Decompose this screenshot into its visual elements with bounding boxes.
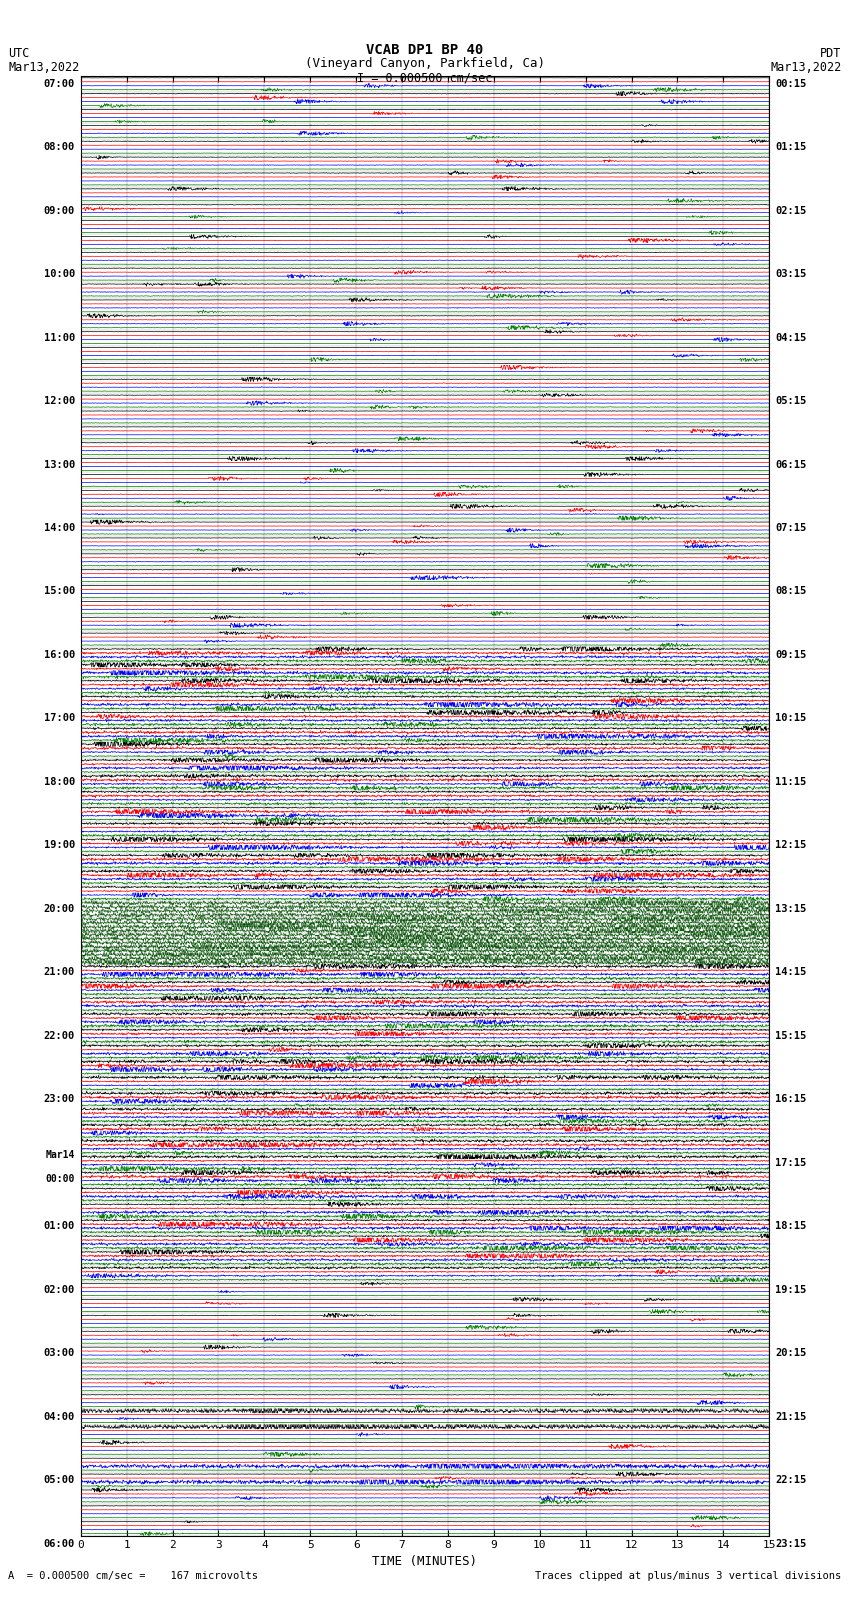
Text: Mar13,2022: Mar13,2022 [770, 61, 842, 74]
Text: 05:15: 05:15 [775, 397, 806, 406]
Text: 03:00: 03:00 [44, 1348, 75, 1358]
Text: VCAB DP1 BP 40: VCAB DP1 BP 40 [366, 44, 484, 56]
Text: 11:00: 11:00 [44, 332, 75, 342]
Text: 01:15: 01:15 [775, 142, 806, 152]
Text: 17:00: 17:00 [44, 713, 75, 723]
Text: 14:15: 14:15 [775, 968, 806, 977]
Text: 09:15: 09:15 [775, 650, 806, 660]
Text: 05:00: 05:00 [44, 1474, 75, 1486]
Text: 06:15: 06:15 [775, 460, 806, 469]
Text: 09:00: 09:00 [44, 206, 75, 216]
Text: 03:15: 03:15 [775, 269, 806, 279]
Text: 19:00: 19:00 [44, 840, 75, 850]
Text: 16:15: 16:15 [775, 1094, 806, 1105]
Text: 07:15: 07:15 [775, 523, 806, 532]
Text: UTC: UTC [8, 47, 30, 60]
Text: 15:00: 15:00 [44, 587, 75, 597]
Text: 02:00: 02:00 [44, 1284, 75, 1295]
Text: Mar14: Mar14 [46, 1150, 75, 1160]
Text: 11:15: 11:15 [775, 777, 806, 787]
Text: 22:00: 22:00 [44, 1031, 75, 1040]
Text: 08:15: 08:15 [775, 587, 806, 597]
Text: 10:00: 10:00 [44, 269, 75, 279]
Text: 21:15: 21:15 [775, 1411, 806, 1421]
Text: 08:00: 08:00 [44, 142, 75, 152]
Text: 16:00: 16:00 [44, 650, 75, 660]
Text: 13:00: 13:00 [44, 460, 75, 469]
X-axis label: TIME (MINUTES): TIME (MINUTES) [372, 1555, 478, 1568]
Text: 02:15: 02:15 [775, 206, 806, 216]
Text: 17:15: 17:15 [775, 1158, 806, 1168]
Text: 22:15: 22:15 [775, 1474, 806, 1486]
Text: 00:15: 00:15 [775, 79, 806, 89]
Text: 12:00: 12:00 [44, 397, 75, 406]
Text: PDT: PDT [820, 47, 842, 60]
Text: 18:00: 18:00 [44, 777, 75, 787]
Text: 23:15: 23:15 [775, 1539, 806, 1548]
Text: 01:00: 01:00 [44, 1221, 75, 1231]
Text: 19:15: 19:15 [775, 1284, 806, 1295]
Text: 10:15: 10:15 [775, 713, 806, 723]
Text: 21:00: 21:00 [44, 968, 75, 977]
Text: 15:15: 15:15 [775, 1031, 806, 1040]
Text: 06:00: 06:00 [44, 1539, 75, 1548]
Text: A  = 0.000500 cm/sec =    167 microvolts: A = 0.000500 cm/sec = 167 microvolts [8, 1571, 258, 1581]
Text: 04:00: 04:00 [44, 1411, 75, 1421]
Text: 07:00: 07:00 [44, 79, 75, 89]
Text: 20:00: 20:00 [44, 903, 75, 915]
Text: Traces clipped at plus/minus 3 vertical divisions: Traces clipped at plus/minus 3 vertical … [536, 1571, 842, 1581]
Text: (Vineyard Canyon, Parkfield, Ca): (Vineyard Canyon, Parkfield, Ca) [305, 58, 545, 71]
Text: 12:15: 12:15 [775, 840, 806, 850]
Text: 23:00: 23:00 [44, 1094, 75, 1105]
Text: 20:15: 20:15 [775, 1348, 806, 1358]
Text: 14:00: 14:00 [44, 523, 75, 532]
Text: I = 0.000500 cm/sec: I = 0.000500 cm/sec [357, 71, 493, 85]
Text: 13:15: 13:15 [775, 903, 806, 915]
Text: 00:00: 00:00 [46, 1174, 75, 1184]
Text: 18:15: 18:15 [775, 1221, 806, 1231]
Text: 04:15: 04:15 [775, 332, 806, 342]
Text: Mar13,2022: Mar13,2022 [8, 61, 80, 74]
